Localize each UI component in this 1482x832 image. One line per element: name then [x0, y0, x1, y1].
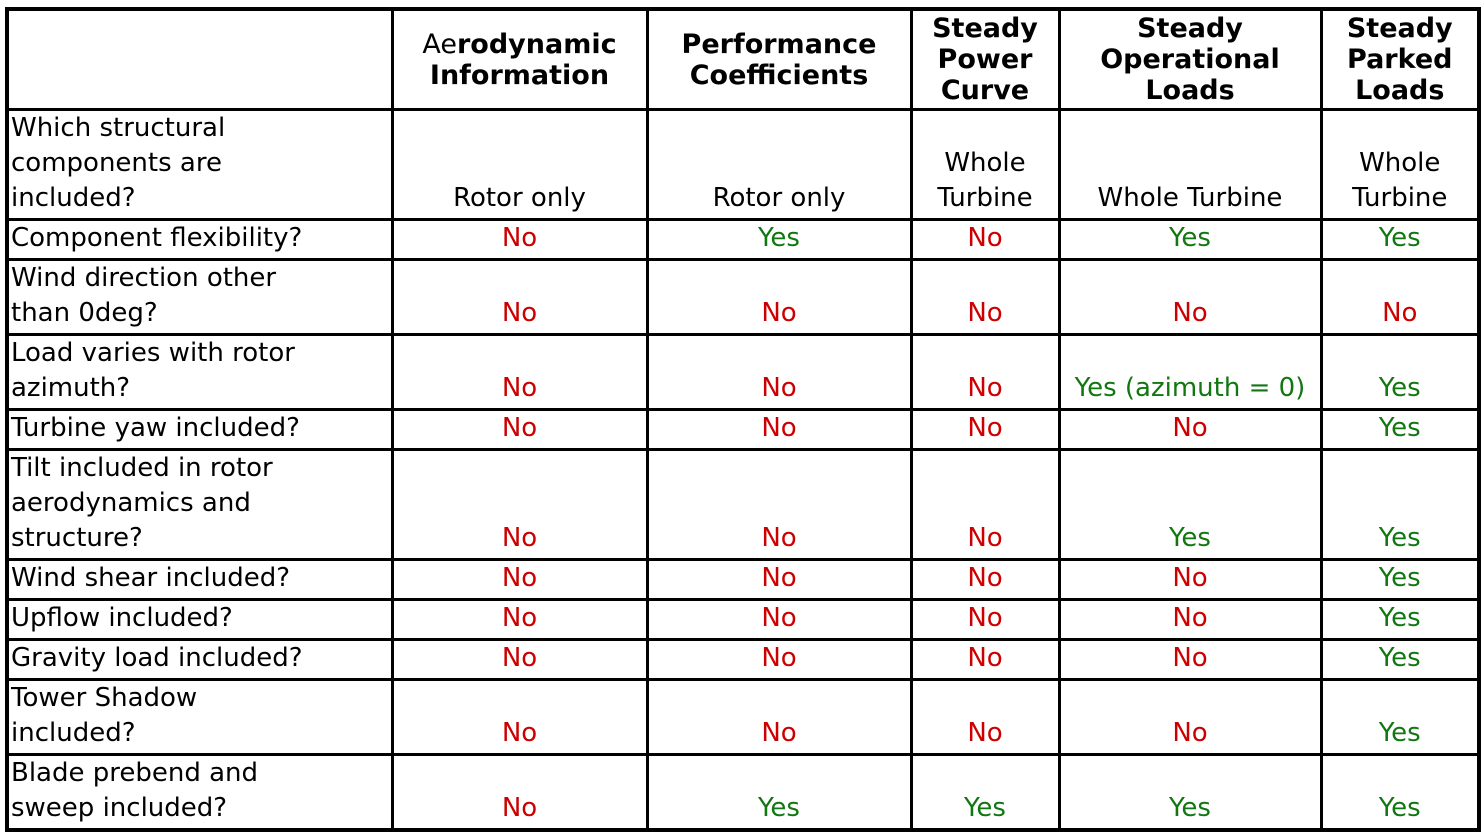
- table-row-wind-shear: Wind shear included? No No No No Yes: [5, 558, 1481, 601]
- row-label: Tower Shadow included?: [5, 678, 394, 756]
- value-cell: No: [645, 408, 913, 451]
- value-cell: No: [390, 678, 649, 756]
- value-cell: Yes: [1319, 408, 1481, 451]
- value-cell: Yes: [1319, 638, 1481, 681]
- value-cell: Yes: [645, 753, 913, 832]
- value-cell: No: [645, 448, 913, 561]
- value-cell: No: [1057, 598, 1323, 641]
- value-cell: Yes: [1319, 333, 1481, 411]
- table-row-turbine-yaw: Turbine yaw included? No No No No Yes: [5, 408, 1481, 451]
- value-cell: Yes: [1319, 558, 1481, 601]
- value-cell: Whole Turbine: [909, 108, 1061, 221]
- value-cell: No: [1057, 258, 1323, 336]
- row-label: Turbine yaw included?: [5, 408, 394, 451]
- value-cell: No: [1319, 258, 1481, 336]
- value-cell: No: [909, 678, 1061, 756]
- value-cell: No: [645, 558, 913, 601]
- value-cell: No: [645, 678, 913, 756]
- header-text-bold: rodynamic: [456, 28, 617, 60]
- value-cell: Rotor only: [645, 108, 913, 221]
- value-cell: Rotor only: [390, 108, 649, 221]
- value-cell: Yes: [645, 218, 913, 261]
- value-cell: No: [1057, 638, 1323, 681]
- value-cell: No: [1057, 678, 1323, 756]
- value-cell: No: [909, 258, 1061, 336]
- column-header-steady-power-curve: Steady Power Curve: [909, 7, 1061, 111]
- row-label: Wind shear included?: [5, 558, 394, 601]
- value-cell: Yes: [1319, 218, 1481, 261]
- value-cell: No: [390, 258, 649, 336]
- table-row-upflow: Upflow included? No No No No Yes: [5, 598, 1481, 641]
- value-cell: Yes: [1319, 678, 1481, 756]
- value-cell: Yes: [1057, 218, 1323, 261]
- value-cell: No: [909, 408, 1061, 451]
- table-row-gravity-load: Gravity load included? No No No No Yes: [5, 638, 1481, 681]
- value-cell: No: [390, 558, 649, 601]
- value-cell: No: [645, 598, 913, 641]
- value-cell: No: [390, 333, 649, 411]
- row-label: Wind direction other than 0deg?: [5, 258, 394, 336]
- table-row-wind-direction: Wind direction other than 0deg? No No No…: [5, 258, 1481, 336]
- table-row-component-flexibility: Component flexibility? No Yes No Yes Yes: [5, 218, 1481, 261]
- header-row: Aerodynamic Information Performance Coeff…: [5, 7, 1481, 111]
- value-cell: No: [909, 448, 1061, 561]
- value-cell: No: [909, 558, 1061, 601]
- column-header-aerodynamic-information: Aerodynamic Information: [390, 7, 649, 111]
- value-cell: No: [390, 753, 649, 832]
- table-row-load-varies-azimuth: Load varies with rotor azimuth? No No No…: [5, 333, 1481, 411]
- header-text-regular: Ae: [422, 28, 457, 60]
- value-cell: No: [909, 333, 1061, 411]
- value-cell: No: [645, 333, 913, 411]
- value-cell: Yes: [1057, 448, 1323, 561]
- value-cell: No: [645, 258, 913, 336]
- value-cell: No: [909, 598, 1061, 641]
- value-cell: No: [645, 638, 913, 681]
- value-cell: No: [390, 218, 649, 261]
- column-header-steady-parked-loads: Steady Parked Loads: [1319, 7, 1481, 111]
- header-text-bold: Information: [429, 59, 610, 91]
- row-label: Tilt included in rotor aerodynamics and …: [5, 448, 394, 561]
- table-row-tilt-included: Tilt included in rotor aerodynamics and …: [5, 448, 1481, 561]
- value-cell: No: [909, 638, 1061, 681]
- row-label: Blade prebend and sweep included?: [5, 753, 394, 832]
- value-cell: No: [390, 638, 649, 681]
- value-cell: No: [390, 598, 649, 641]
- value-cell: Whole Turbine: [1319, 108, 1481, 221]
- row-label: Upflow included?: [5, 598, 394, 641]
- row-label: Gravity load included?: [5, 638, 394, 681]
- value-cell: Yes: [909, 753, 1061, 832]
- value-cell: No: [909, 218, 1061, 261]
- value-cell: No: [1057, 558, 1323, 601]
- column-header-performance-coefficients: Performance Coefficients: [645, 7, 913, 111]
- value-cell: Yes: [1057, 753, 1323, 832]
- value-cell: Whole Turbine: [1057, 108, 1323, 221]
- value-cell: Yes: [1319, 598, 1481, 641]
- table-row-tower-shadow: Tower Shadow included? No No No No Yes: [5, 678, 1481, 756]
- row-label: Which structural components are included…: [5, 108, 394, 221]
- value-cell: Yes: [1319, 448, 1481, 561]
- value-cell: Yes: [1319, 753, 1481, 832]
- value-cell: No: [390, 408, 649, 451]
- column-header-steady-operational-loads: Steady Operational Loads: [1057, 7, 1323, 111]
- capability-table: Aerodynamic Information Performance Coeff…: [5, 7, 1481, 832]
- value-cell: Yes (azimuth = 0): [1057, 333, 1323, 411]
- table-row-structural-components: Which structural components are included…: [5, 108, 1481, 221]
- table-row-blade-prebend: Blade prebend and sweep included? No Yes…: [5, 753, 1481, 832]
- row-label: Load varies with rotor azimuth?: [5, 333, 394, 411]
- value-cell: No: [1057, 408, 1323, 451]
- row-label: Component flexibility?: [5, 218, 394, 261]
- value-cell: No: [390, 448, 649, 561]
- column-header-blank: [5, 7, 394, 111]
